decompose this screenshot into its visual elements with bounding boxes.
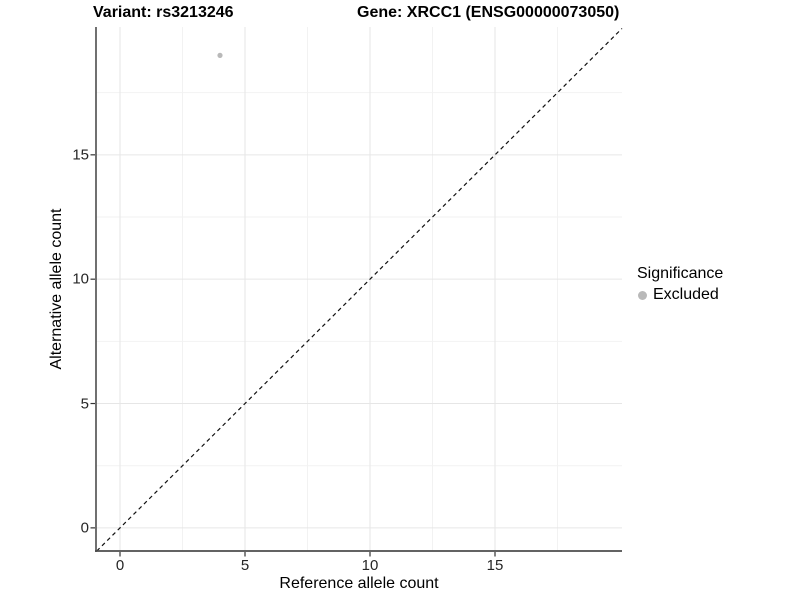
plot-title-variant: Variant: rs3213246 xyxy=(93,4,234,21)
legend: Significance Excluded xyxy=(637,264,723,304)
y-tick-label: 15 xyxy=(72,146,89,164)
y-axis-title: Alternative allele count xyxy=(48,208,65,370)
x-tick-label: 10 xyxy=(361,557,379,574)
x-tick-label: 15 xyxy=(486,557,504,574)
y-tick-label: 10 xyxy=(72,270,89,288)
data-point xyxy=(217,52,223,58)
x-axis-title: Reference allele count xyxy=(279,575,439,592)
legend-marker-circle-icon xyxy=(638,290,647,300)
legend-item-excluded: Excluded xyxy=(637,286,723,304)
x-tick-label: 0 xyxy=(115,557,125,574)
legend-item-label: Excluded xyxy=(653,286,719,303)
legend-title: Significance xyxy=(637,265,724,282)
y-tick-label: 5 xyxy=(80,395,89,413)
identity-reference-line xyxy=(96,28,623,552)
plot-title-gene: Gene: XRCC1 (ENSG00000073050) xyxy=(357,4,620,21)
y-tick-label: 0 xyxy=(80,519,89,537)
x-tick-label: 5 xyxy=(240,557,250,574)
